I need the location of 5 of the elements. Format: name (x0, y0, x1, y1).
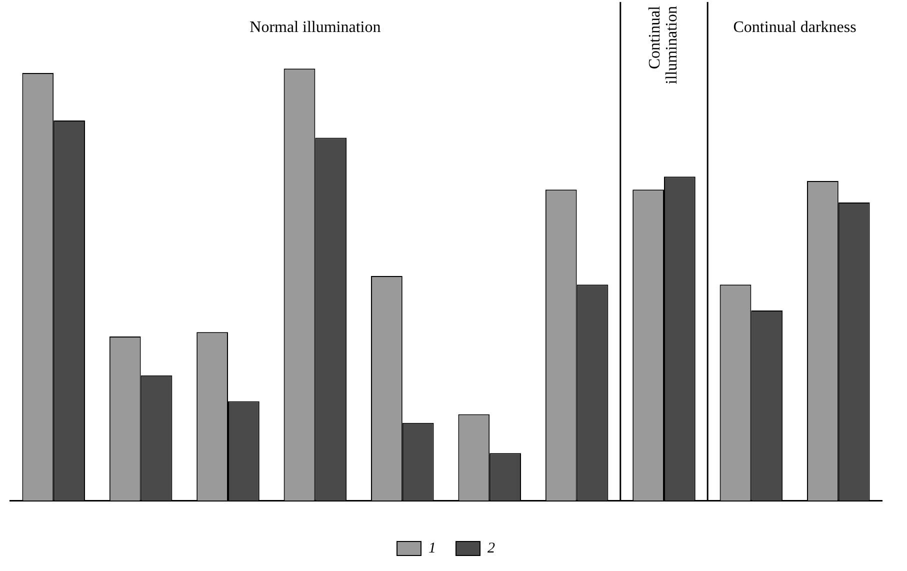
legend-label: 1 (428, 540, 436, 556)
legend-label: 2 (488, 540, 496, 556)
annotation: Continual illumination (646, 5, 681, 84)
text: Continual darkness (733, 19, 856, 36)
text: Normal illumination (250, 19, 381, 36)
